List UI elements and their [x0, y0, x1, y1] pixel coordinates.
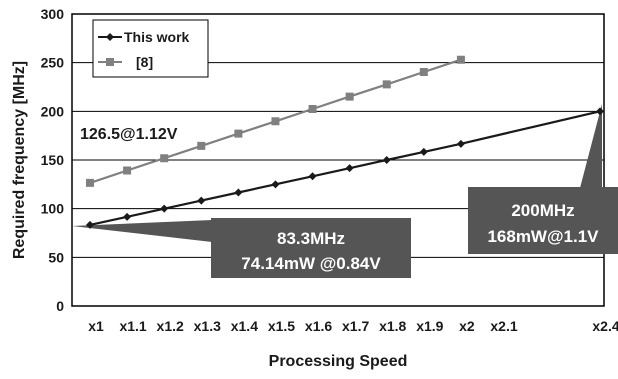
- legend: This work [8]: [92, 19, 209, 78]
- y-axis-title: Required frequency [MHz]: [11, 61, 28, 259]
- series-0-point-3: [197, 196, 206, 205]
- series-0-point-11: [596, 107, 604, 116]
- series-line-0: [89, 110, 601, 226]
- x-tick-label-x1.6: x1.6: [305, 318, 332, 334]
- series-1-point-10: [456, 55, 465, 64]
- series-0-point-5: [271, 180, 280, 189]
- series-0-point-8: [382, 156, 391, 164]
- x-tick-label-x1.2: x1.2: [157, 318, 184, 334]
- series-1-point-6: [308, 104, 317, 113]
- series-0-point-6: [308, 172, 317, 181]
- series-1-point-0: [86, 178, 94, 187]
- legend-label-ref8: [8]: [136, 54, 153, 70]
- series-1-point-7: [345, 92, 354, 101]
- y-tick-label-50: 50: [48, 249, 64, 265]
- y-tick-labels: 0 50 100 150 200 250 300: [41, 6, 65, 314]
- y-tick-label-150: 150: [41, 152, 65, 168]
- x-axis-title: Processing Speed: [269, 353, 408, 370]
- legend-box: [92, 19, 209, 78]
- callout-start-line1: 83.3MHz: [277, 229, 345, 248]
- legend-marker-ref8: [106, 58, 114, 66]
- x-tick-label-x2.1: x2.1: [490, 318, 517, 334]
- callout-pointer-end: [580, 104, 602, 188]
- x-tick-label-x2.4: x2.4: [592, 318, 618, 334]
- series-0-point-2: [160, 204, 169, 213]
- series-1-point-5: [271, 117, 280, 126]
- legend-marker-this-work: [106, 33, 114, 41]
- series-0-point-1: [123, 212, 132, 221]
- x-tick-label-x1.4: x1.4: [231, 318, 258, 334]
- series-1-point-8: [382, 80, 391, 89]
- y-tick-label-0: 0: [56, 298, 64, 314]
- series-1-point-1: [123, 166, 132, 175]
- x-tick-label-x1.9: x1.9: [416, 318, 443, 334]
- x-tick-label-x1.3: x1.3: [194, 318, 221, 334]
- callout-box-start: [211, 218, 411, 278]
- series-1-point-9: [419, 68, 428, 77]
- x-tick-label-x2: x2: [459, 318, 475, 334]
- callout-end-line2: 168mW@1.1V: [487, 227, 599, 246]
- legend-label-this-work: This work: [124, 29, 190, 45]
- callout-start-line2: 74.14mW @0.84V: [241, 254, 381, 273]
- callout-end-line1: 200MHz: [511, 201, 574, 220]
- x-tick-labels: x1 x1.1 x1.2 x1.3 x1.4 x1.5 x1.6 x1.7 x1.8 x1.9 x2…: [88, 318, 618, 334]
- x-tick-label-x1.7: x1.7: [342, 318, 369, 334]
- x-tick-label-x1.5: x1.5: [268, 318, 295, 334]
- y-tick-label-200: 200: [41, 103, 65, 119]
- x-tick-label-x1: x1: [88, 318, 104, 334]
- series-1-point-2: [160, 154, 169, 163]
- series-1-point-3: [197, 141, 206, 150]
- series-group: [86, 55, 604, 229]
- series-1-point-4: [234, 129, 243, 138]
- series-0-point-10: [456, 139, 465, 148]
- x-tick-label-x1.1: x1.1: [119, 318, 146, 334]
- series-0-point-4: [234, 188, 243, 197]
- series-0-point-9: [419, 147, 428, 156]
- y-tick-label-250: 250: [41, 55, 65, 71]
- series-0-point-7: [345, 164, 354, 173]
- y-tick-label-100: 100: [41, 201, 65, 217]
- y-tick-label-300: 300: [41, 6, 65, 22]
- callout-box-end: [468, 187, 618, 254]
- gray-start-annotation: 126.5@1.12V: [80, 126, 178, 143]
- x-tick-label-x1.8: x1.8: [379, 318, 406, 334]
- series-0-point-0: [86, 220, 94, 229]
- callout-pointer-start: [72, 220, 212, 242]
